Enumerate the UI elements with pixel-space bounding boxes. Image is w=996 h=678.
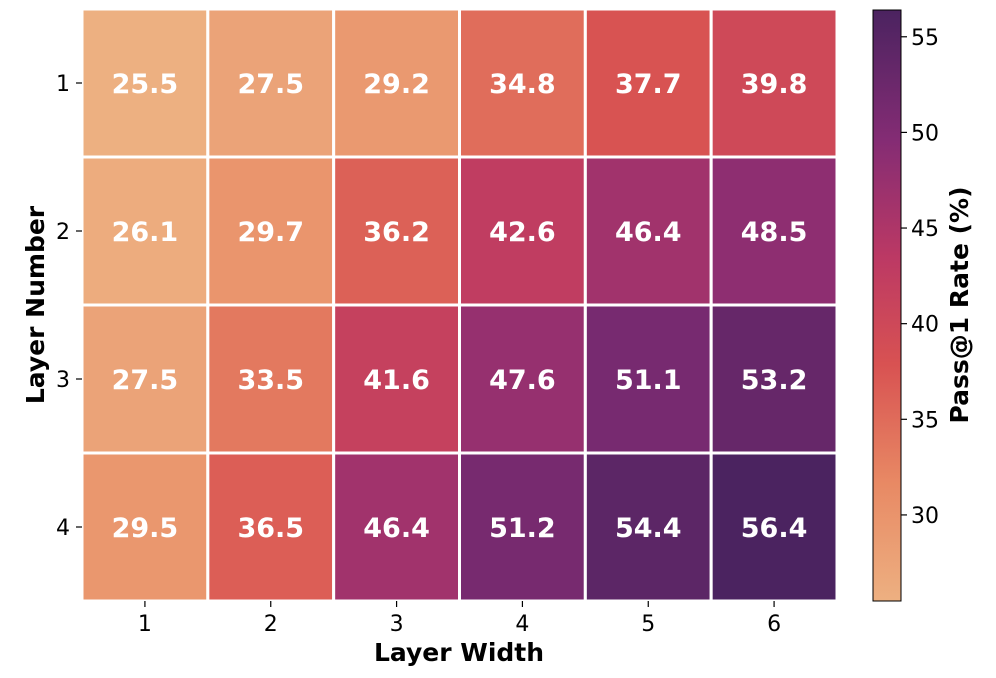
x-tick-label: 4 [515,612,529,637]
heatmap-cell [709,303,839,455]
cell-value-label: 25.5 [112,69,179,100]
cell-value-label: 39.8 [741,69,808,100]
heatmap-cell [583,451,713,603]
x-tick-label: 3 [390,612,404,637]
colorbar [872,9,902,602]
x-axis-label: Layer Width [374,638,544,667]
heatmap-cell [206,451,336,603]
cell-value-label: 46.4 [615,217,682,248]
y-tick-label: 2 [56,220,70,245]
colorbar-tick-label: 40 [911,313,939,338]
x-tick-label: 6 [767,612,781,637]
x-axis-ticks: 1 2 3 4 5 6 [138,601,781,637]
heatmap-cell [709,7,839,159]
heatmap-cell [458,155,587,307]
cell-value-label: 56.4 [741,513,808,544]
y-tick-label: 4 [56,516,70,541]
x-tick-label: 1 [138,612,152,637]
heatmap-cell [709,155,839,307]
cell-value-label: 48.5 [741,217,808,248]
heatmap-cell [206,155,336,307]
colorbar-tick-label: 50 [911,121,939,146]
y-tick-label: 1 [56,72,70,97]
heatmap-cell [206,7,336,159]
heatmap-cell [80,7,210,159]
heatmap-cell [332,451,461,603]
heatmap-cells [80,7,839,603]
y-tick-label: 3 [56,368,70,393]
cell-value-label: 42.6 [489,217,556,248]
x-tick-label: 2 [264,612,278,637]
cell-value-label: 27.5 [112,365,179,396]
cell-value-label: 47.6 [489,365,556,396]
colorbar-tick-label: 55 [911,26,939,51]
heatmap-cell [583,303,713,455]
cell-value-label: 27.5 [237,69,304,100]
cell-value-label: 51.2 [489,513,556,544]
y-axis-ticks: 1 2 3 4 [56,72,82,541]
cell-value-label: 51.1 [615,365,682,396]
x-tick-label: 5 [641,612,655,637]
heatmap-cell-labels: 25.5 27.5 29.2 34.8 37.7 39.8 26.1 29.7 36.2 42.6… [112,69,808,544]
cell-value-label: 46.4 [363,513,430,544]
cell-value-label: 54.4 [615,513,682,544]
cell-value-label: 29.2 [363,69,430,100]
cell-value-label: 26.1 [112,217,179,248]
colorbar-tick-label: 35 [911,408,939,433]
heatmap-cell [709,451,839,603]
heatmap-cell [458,303,587,455]
colorbar-ticks: 30 35 40 45 50 55 [901,26,939,529]
cell-value-label: 33.5 [237,365,304,396]
heatmap-cell [80,451,210,603]
cell-value-label: 34.8 [489,69,556,100]
y-axis-label: Layer Number [21,205,50,404]
colorbar-label: Pass@1 Rate (%) [945,186,974,423]
colorbar-tick-label: 45 [911,217,939,242]
cell-value-label: 37.7 [615,69,682,100]
colorbar-tick-label: 30 [911,504,939,529]
cell-value-label: 41.6 [363,365,430,396]
cell-value-label: 29.5 [112,513,179,544]
heatmap-cell [458,451,587,603]
heatmap-cell [206,303,336,455]
cell-value-label: 36.5 [237,513,304,544]
cell-value-label: 29.7 [237,217,304,248]
cell-value-label: 36.2 [363,217,430,248]
cell-value-label: 53.2 [741,365,808,396]
